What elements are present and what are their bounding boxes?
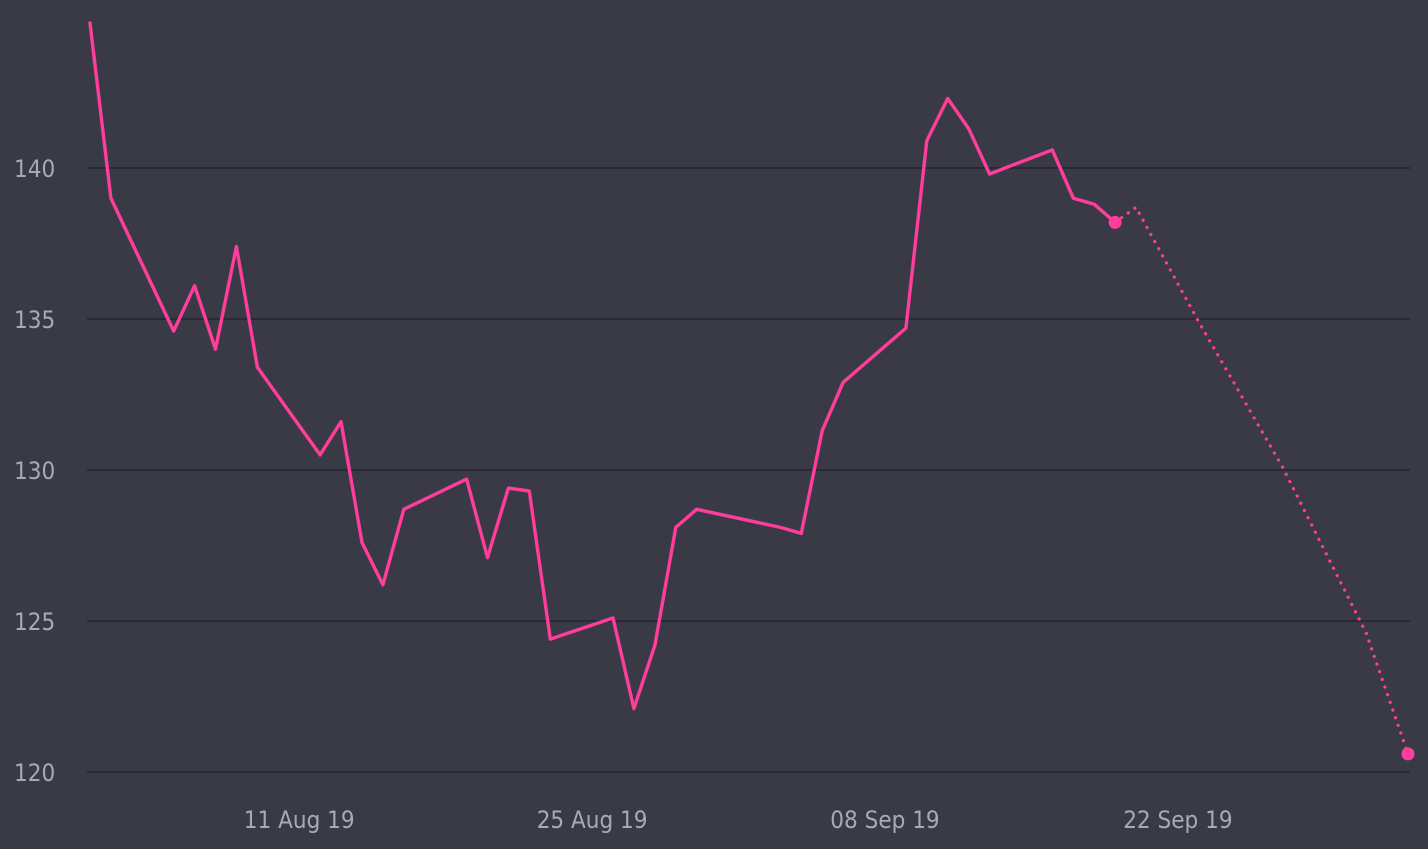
y-tick-label: 140 [14,155,55,183]
y-axis-tick-labels: 120 125 130 135 140 [14,155,55,787]
x-tick-label: 11 Aug 19 [244,806,355,834]
x-tick-label: 22 Sep 19 [1123,806,1232,834]
x-axis-tick-labels: 11 Aug 19 25 Aug 19 08 Sep 19 22 Sep 19 [244,806,1233,834]
price-series-line [88,21,1117,711]
y-tick-label: 120 [14,759,55,787]
gridlines [87,167,1410,773]
forecast-series-line [1113,205,1410,756]
x-tick-label: 25 Aug 19 [537,806,648,834]
series-layer [88,21,1415,761]
y-tick-label: 130 [14,457,55,485]
y-tick-label: 125 [14,608,55,636]
x-tick-label: 08 Sep 19 [830,806,939,834]
y-tick-label: 135 [14,306,55,334]
forecast-end-point [1401,747,1415,761]
